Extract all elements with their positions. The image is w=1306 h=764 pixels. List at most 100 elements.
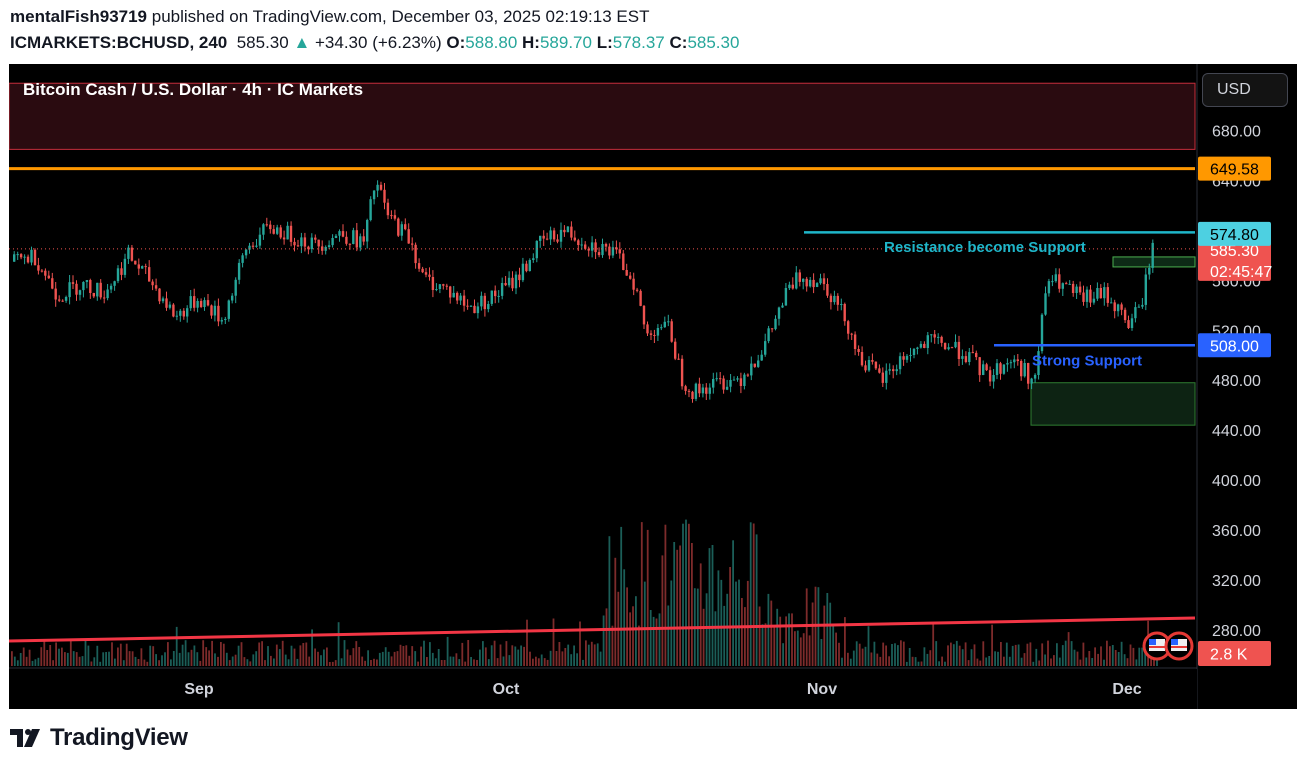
volume-bar xyxy=(31,660,34,666)
candle-body xyxy=(670,321,673,342)
volume-bar xyxy=(685,519,687,666)
volume-bar xyxy=(679,545,681,666)
volume-bar xyxy=(835,632,837,666)
candle-body xyxy=(68,282,71,298)
candle-body xyxy=(276,227,279,234)
author-name[interactable]: mentalFish93719 xyxy=(10,7,148,26)
volume-bar xyxy=(864,646,867,666)
volume-bar xyxy=(770,600,773,666)
candle-body xyxy=(874,361,878,369)
volume-bar xyxy=(1094,647,1096,666)
candle-body xyxy=(833,295,836,303)
volume-bar xyxy=(964,642,967,666)
candle-body xyxy=(964,356,968,362)
volume-bar xyxy=(152,646,155,666)
volume-bar xyxy=(882,642,885,666)
candle-body xyxy=(397,218,400,236)
candle-body xyxy=(1103,287,1106,299)
candle-body xyxy=(37,265,40,271)
annotation-resistance-support: Resistance become Support xyxy=(884,239,1086,256)
volume-bar xyxy=(1097,653,1099,666)
candle-body xyxy=(736,378,739,380)
volume-bar xyxy=(900,640,902,666)
candle-body xyxy=(507,277,511,286)
candle-body xyxy=(435,289,438,290)
volume-bar xyxy=(1138,647,1141,666)
candle-body xyxy=(40,270,44,272)
candle-body xyxy=(424,272,428,275)
candle-body xyxy=(327,245,331,247)
candle-body xyxy=(1037,351,1040,375)
volume-bar xyxy=(1135,659,1138,666)
candle-body xyxy=(881,372,884,383)
volume-bar xyxy=(749,522,752,666)
candle-body xyxy=(919,343,923,348)
candle-body xyxy=(729,380,732,387)
candle-body xyxy=(1020,361,1023,377)
volume-bar xyxy=(193,645,196,666)
volume-bar xyxy=(308,656,311,666)
candle-body xyxy=(248,245,251,250)
volume-bar xyxy=(1091,658,1094,666)
volume-bar xyxy=(902,641,905,666)
candle-body xyxy=(13,254,16,262)
candle-body xyxy=(1096,288,1099,299)
tradingview-logo[interactable]: TradingView xyxy=(10,724,188,752)
volume-bar xyxy=(1000,642,1002,666)
volume-bar xyxy=(991,624,993,666)
volume-bar xyxy=(305,642,308,666)
currency-button[interactable]: USD xyxy=(1202,73,1288,107)
candle-body xyxy=(611,247,615,256)
volume-bar xyxy=(381,651,384,666)
volume-bar xyxy=(399,644,402,666)
candle-body xyxy=(258,234,262,246)
volume-bar xyxy=(1117,652,1120,666)
volume-bar xyxy=(255,651,258,666)
candle-body xyxy=(421,268,424,273)
volume-bar xyxy=(493,640,496,666)
volume-bar xyxy=(761,624,764,666)
candle-body xyxy=(411,243,414,245)
volume-bar xyxy=(1132,647,1135,666)
volume-bar xyxy=(158,660,160,666)
candle-body xyxy=(130,247,134,261)
candle-body xyxy=(715,378,718,380)
volume-bar xyxy=(593,644,596,666)
volume-bar xyxy=(293,648,296,666)
candle-body xyxy=(988,370,992,382)
volume-bar xyxy=(596,643,599,666)
candle-body xyxy=(535,240,538,259)
volume-bar xyxy=(352,648,355,666)
volume-bar xyxy=(994,651,996,666)
candle-body xyxy=(203,300,206,307)
chart-area[interactable]: Resistance become Support Strong Support … xyxy=(9,64,1297,709)
volume-bar xyxy=(358,647,361,666)
y-tick-label: 680.00 xyxy=(1212,124,1261,141)
candle-body xyxy=(355,230,358,248)
candle-body xyxy=(1092,298,1096,303)
volume-bar xyxy=(741,598,743,666)
y-tick-label: 400.00 xyxy=(1212,473,1261,490)
volume-bar xyxy=(1120,641,1123,666)
candle-body xyxy=(694,383,698,399)
candle-body xyxy=(189,296,192,309)
candle-body xyxy=(791,284,794,289)
volume-bar xyxy=(1156,655,1158,666)
volume-bar xyxy=(699,563,702,666)
y-tick-label: 480.00 xyxy=(1212,373,1261,390)
candle-body xyxy=(975,352,978,358)
volume-bar xyxy=(273,658,275,666)
candle-body xyxy=(767,328,770,342)
candle-body xyxy=(227,300,230,319)
volume-bar xyxy=(440,660,443,666)
volume-bar xyxy=(396,651,399,666)
candle-body xyxy=(573,237,576,241)
volume-bar xyxy=(384,647,387,666)
volume-bar xyxy=(1111,645,1114,666)
volume-bar xyxy=(437,649,440,666)
volume-bar xyxy=(343,640,346,666)
candle-body xyxy=(1078,286,1082,293)
time-axis[interactable]: Sep Oct Nov Dec xyxy=(9,667,1197,709)
candle-body xyxy=(885,370,888,383)
